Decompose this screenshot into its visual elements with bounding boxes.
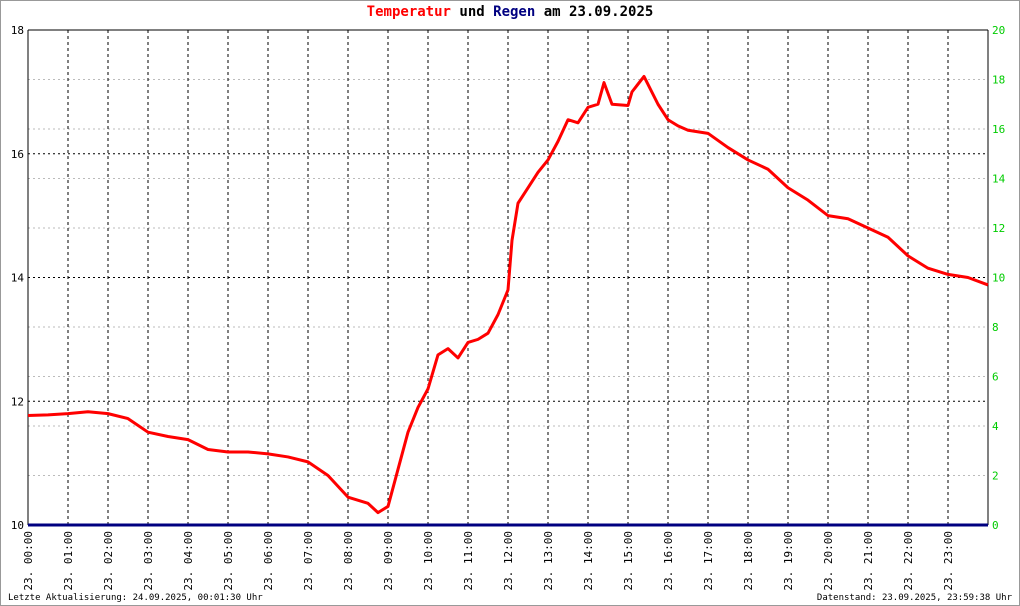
title-part: und [459, 4, 485, 20]
x-tick-label: 23. 21:00 [862, 531, 875, 591]
x-tick-label: 23. 11:00 [462, 531, 475, 591]
y2-tick-label: 12 [992, 222, 1005, 235]
y2-tick-label: 18 [992, 74, 1005, 87]
data-line [27, 74, 989, 515]
y2-tick-label: 10 [992, 272, 1005, 285]
y2-tick-label: 0 [992, 519, 999, 532]
y2-tick-label: 2 [992, 470, 999, 483]
x-tick-label: 23. 05:00 [222, 531, 235, 591]
y-tick-label: 16 [11, 148, 24, 161]
x-tick-label: 23. 22:00 [902, 531, 915, 591]
x-tick-label: 23. 01:00 [62, 531, 75, 591]
x-tick-label: 23. 12:00 [502, 531, 515, 591]
chart-title: Temperatur und Regen am 23.09.2025 [0, 4, 1020, 20]
x-tick-label: 23. 00:00 [22, 531, 35, 591]
x-tick-label: 23. 04:00 [182, 531, 195, 591]
x-tick-label: 23. 09:00 [382, 531, 395, 591]
x-tick-label: 23. 14:00 [582, 531, 595, 591]
y2-tick-label: 20 [992, 24, 1005, 37]
x-tick-label: 23. 02:00 [102, 531, 115, 591]
y2-tick-label: 14 [992, 173, 1006, 186]
y-tick-label: 14 [11, 272, 25, 285]
footer-left: Letzte Aktualisierung: 24.09.2025, 00:01… [8, 593, 263, 603]
x-tick-label: 23. 06:00 [262, 531, 275, 591]
title-part: Temperatur [366, 4, 451, 20]
x-tick-label: 23. 10:00 [422, 531, 435, 591]
x-tick-label: 23. 08:00 [342, 531, 355, 591]
x-tick-label: 23. 18:00 [742, 531, 755, 591]
x-tick-label: 23. 15:00 [622, 531, 635, 591]
footer-right: Datenstand: 23.09.2025, 23:59:38 Uhr [817, 593, 1013, 603]
y-tick-label: 12 [11, 395, 24, 408]
x-tick-label: 23. 07:00 [302, 531, 315, 591]
x-tick-label: 23. 16:00 [662, 531, 675, 591]
y-tick-label: 18 [11, 24, 24, 37]
x-tick-label: 23. 19:00 [782, 531, 795, 591]
x-tick-label: 23. 20:00 [822, 531, 835, 591]
y2-tick-label: 16 [992, 123, 1005, 136]
x-tick-label: 23. 13:00 [542, 531, 555, 591]
y-tick-label: 10 [11, 519, 24, 532]
x-tick-label: 23. 03:00 [142, 531, 155, 591]
y2-tick-label: 8 [992, 321, 999, 334]
y2-tick-label: 6 [992, 371, 999, 384]
x-tick-label: 23. 17:00 [702, 531, 715, 591]
y2-tick-label: 4 [992, 420, 999, 433]
title-part: am 23.09.2025 [543, 4, 654, 20]
title-part: Regen [493, 4, 536, 20]
x-tick-label: 23. 23:00 [942, 531, 955, 591]
